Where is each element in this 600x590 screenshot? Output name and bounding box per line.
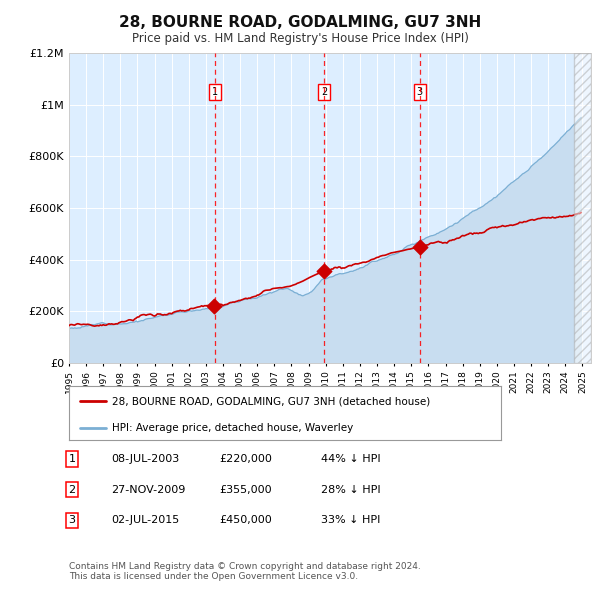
- Point: [209, 301, 219, 311]
- Text: 2: 2: [68, 485, 76, 494]
- Text: 1: 1: [212, 87, 218, 97]
- Text: Contains HM Land Registry data © Crown copyright and database right 2024.
This d: Contains HM Land Registry data © Crown c…: [69, 562, 421, 581]
- Text: Price paid vs. HM Land Registry's House Price Index (HPI): Price paid vs. HM Land Registry's House …: [131, 32, 469, 45]
- Text: HPI: Average price, detached house, Waverley: HPI: Average price, detached house, Wave…: [112, 423, 353, 433]
- Point: [319, 267, 329, 276]
- Text: £220,000: £220,000: [219, 454, 272, 464]
- Text: £450,000: £450,000: [219, 516, 272, 525]
- Text: 27-NOV-2009: 27-NOV-2009: [111, 485, 185, 494]
- Bar: [574, 53, 591, 363]
- Text: 33% ↓ HPI: 33% ↓ HPI: [321, 516, 380, 525]
- Text: 3: 3: [68, 516, 76, 525]
- Text: 3: 3: [417, 87, 423, 97]
- Text: 28, BOURNE ROAD, GODALMING, GU7 3NH: 28, BOURNE ROAD, GODALMING, GU7 3NH: [119, 15, 481, 30]
- Text: 28, BOURNE ROAD, GODALMING, GU7 3NH (detached house): 28, BOURNE ROAD, GODALMING, GU7 3NH (det…: [112, 396, 430, 407]
- Text: £355,000: £355,000: [219, 485, 272, 494]
- Text: 08-JUL-2003: 08-JUL-2003: [111, 454, 179, 464]
- Point: [415, 242, 425, 251]
- Text: 44% ↓ HPI: 44% ↓ HPI: [321, 454, 380, 464]
- Text: 1: 1: [68, 454, 76, 464]
- Text: 28% ↓ HPI: 28% ↓ HPI: [321, 485, 380, 494]
- Text: 2: 2: [321, 87, 327, 97]
- Text: 02-JUL-2015: 02-JUL-2015: [111, 516, 179, 525]
